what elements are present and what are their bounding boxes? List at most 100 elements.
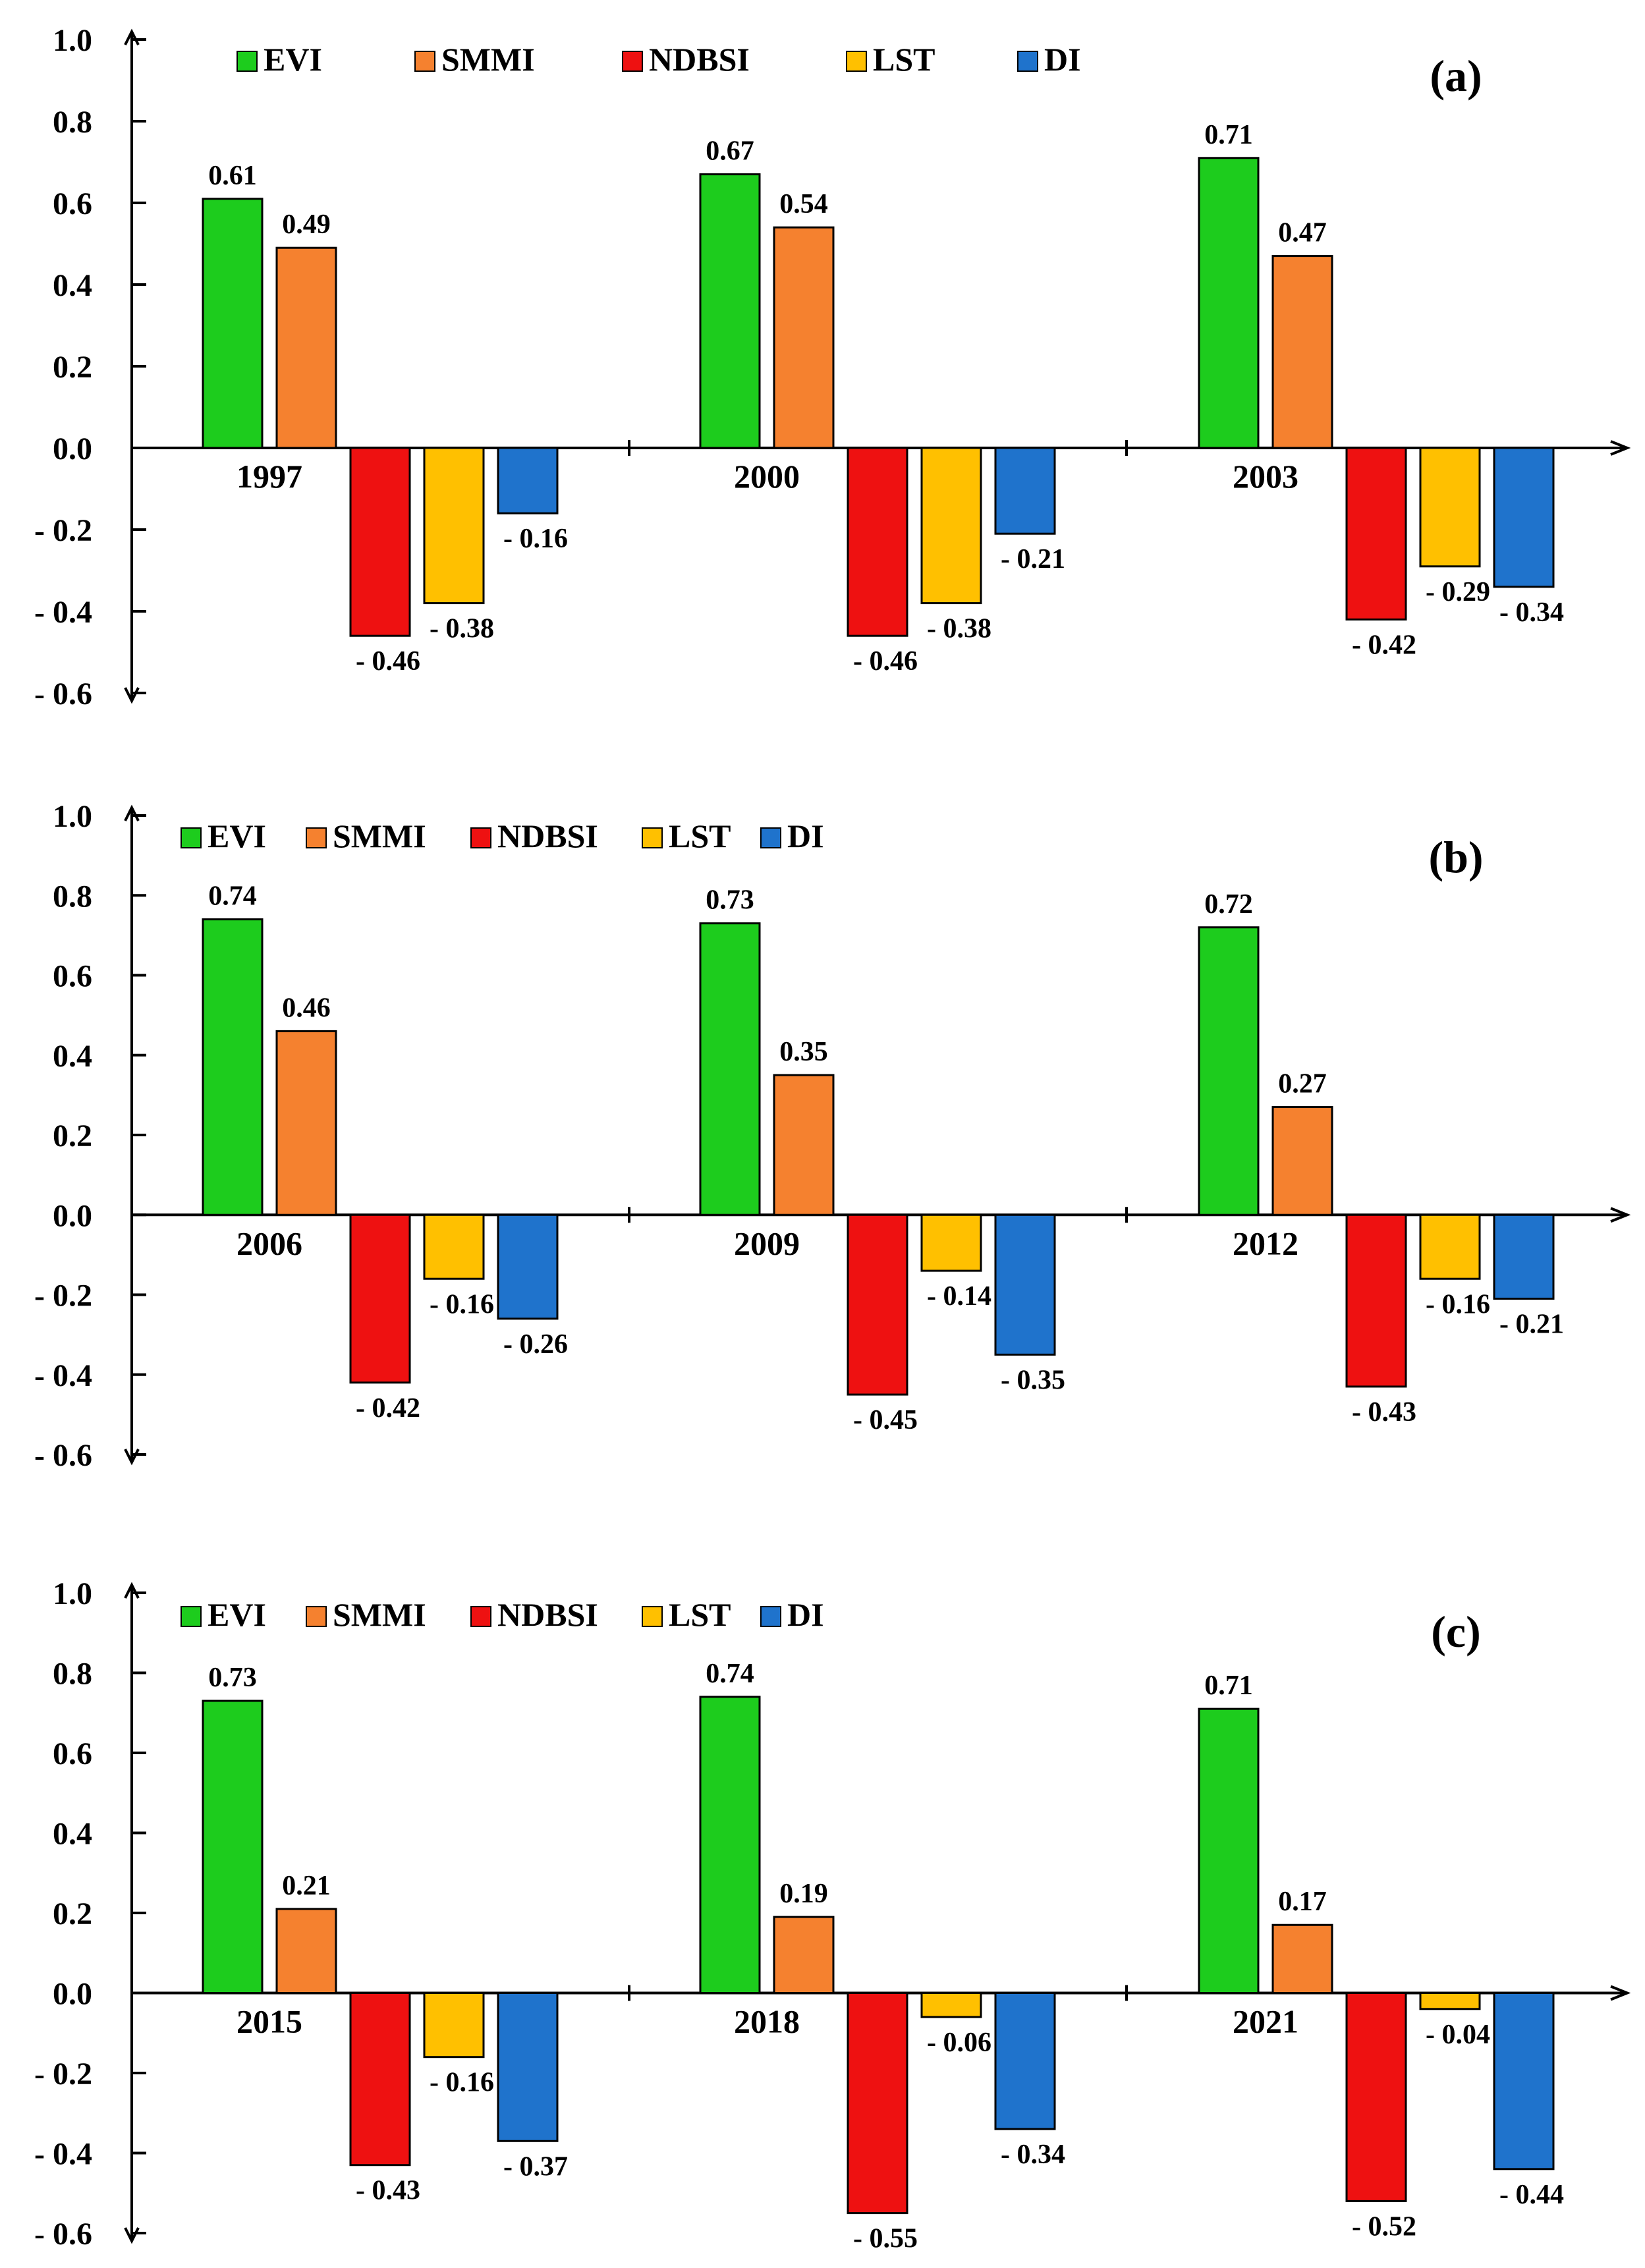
bar-evi-2021 [1198, 1707, 1260, 1995]
bar-evi-2015 [202, 1700, 264, 1994]
bar-smmi-2006 [275, 1030, 337, 1216]
x-axis-arrow [1610, 440, 1631, 456]
y-tick-label: - 0.4 [34, 1358, 92, 1393]
category-label: 1997 [237, 458, 302, 495]
y-tick-label: - 0.4 [34, 2137, 92, 2172]
data-label: - 0.43 [1352, 1397, 1416, 1427]
data-label: - 0.16 [430, 1289, 494, 1319]
data-label: - 0.29 [1426, 577, 1490, 607]
data-label: 0.72 [1204, 889, 1253, 920]
bar-ndbsi-2018 [847, 1992, 908, 2215]
data-label: 0.71 [1204, 120, 1253, 150]
bar-smmi-2018 [773, 1916, 835, 1994]
y-tick-label: 0.2 [53, 1119, 92, 1153]
bar-di-2018 [994, 1992, 1056, 2130]
data-label: 0.21 [282, 1871, 331, 1901]
bar-ndbsi-1997 [349, 447, 411, 637]
y-tick-label: - 0.2 [34, 513, 92, 548]
legend-label-evi: EVI [208, 817, 266, 854]
legend-label-ndbsi: NDBSI [497, 1596, 598, 1633]
data-label: - 0.04 [1426, 2020, 1490, 2050]
data-label: - 0.46 [356, 646, 420, 677]
x-axis-arrow [1610, 1207, 1631, 1223]
y-tick-label: - 0.4 [34, 595, 92, 630]
data-label: 0.47 [1278, 218, 1327, 248]
legend-swatch-smmi [414, 51, 435, 72]
legend-label-di: DI [1044, 41, 1081, 78]
y-tick-label: 0.6 [53, 186, 92, 221]
data-label: 0.17 [1278, 1887, 1327, 1917]
bar-ndbsi-2021 [1345, 1992, 1407, 2202]
data-label: - 0.16 [1426, 1289, 1490, 1319]
data-label: 0.67 [706, 136, 754, 167]
legend-label-evi: EVI [264, 41, 322, 78]
bar-smmi-2021 [1271, 1923, 1333, 1995]
legend-label-di: DI [787, 817, 824, 854]
bar-di-1997 [497, 447, 559, 514]
bar-di-2012 [1493, 1213, 1555, 1300]
y-tick-label: 0.0 [53, 431, 92, 466]
y-tick-label: 0.2 [53, 1896, 92, 1931]
legend-swatch-smmi [306, 1606, 327, 1627]
data-label: 0.27 [1278, 1069, 1327, 1099]
data-label: - 0.21 [1499, 1310, 1564, 1340]
bar-ndbsi-2015 [349, 1992, 411, 2167]
bar-evi-2018 [699, 1696, 761, 1994]
bar-ndbsi-2000 [847, 447, 908, 637]
legend-swatch-ndbsi [470, 1606, 491, 1627]
bar-evi-1997 [202, 198, 264, 449]
legend-label-ndbsi: NDBSI [497, 817, 598, 854]
data-label: - 0.43 [356, 2176, 420, 2206]
data-label: - 0.55 [853, 2224, 918, 2254]
category-label: 2015 [237, 2003, 302, 2040]
legend-label-lst: LST [669, 817, 731, 854]
chart-panel-2: 1.0 0.8 0.6 0.4 0.2 0.0 - 0.2 - 0.4 - 0.6 0.74 0.4… [34, 799, 1631, 1473]
bar-smmi-2003 [1271, 255, 1333, 449]
data-label: - 0.37 [503, 2151, 568, 2182]
legend-label-evi: EVI [208, 1596, 266, 1633]
y-tick-label: - 0.2 [34, 2057, 92, 2091]
y-tick-label: 0.0 [53, 1198, 92, 1233]
data-label: 0.74 [706, 1659, 754, 1689]
y-tick-label: 0.6 [53, 959, 92, 994]
bar-lst-2000 [920, 447, 982, 605]
data-label: - 0.52 [1352, 2211, 1416, 2242]
data-label: - 0.46 [853, 646, 918, 677]
category-label: 2018 [734, 2003, 800, 2040]
data-label: - 0.21 [1001, 544, 1065, 574]
data-label: - 0.45 [853, 1405, 918, 1435]
legend-label-ndbsi: NDBSI [649, 41, 750, 78]
chart-panel-1: 1.0 0.8 0.6 0.4 0.2 0.0 - 0.2 - 0.4 - 0.6 0.61 0.4… [34, 23, 1631, 711]
panel-label: (b) [1428, 832, 1483, 882]
legend-label-smmi: SMMI [333, 817, 426, 854]
data-label: - 0.16 [503, 524, 568, 554]
legend-swatch-lst [642, 827, 663, 848]
legend-swatch-ndbsi [622, 51, 643, 72]
y-tick-label: 1.0 [53, 799, 92, 834]
y-tick-label: - 0.6 [34, 1438, 92, 1473]
y-tick-label: 0.0 [53, 1977, 92, 2012]
bar-lst-2009 [920, 1213, 982, 1272]
bar-ndbsi-2009 [847, 1213, 908, 1396]
category-label: 2021 [1233, 2003, 1298, 2040]
legend-label-smmi: SMMI [333, 1596, 426, 1633]
y-tick-label: 0.6 [53, 1736, 92, 1771]
bar-smmi-1997 [275, 246, 337, 449]
category-label: 2003 [1233, 458, 1298, 495]
data-label: - 0.35 [1001, 1365, 1065, 1395]
y-tick-label: 0.8 [53, 105, 92, 140]
y-tick-label: 0.4 [53, 1817, 92, 1852]
data-label: 0.73 [208, 1663, 257, 1693]
data-label: 0.49 [282, 209, 331, 240]
bar-evi-2012 [1198, 926, 1260, 1216]
bar-di-2003 [1493, 447, 1555, 588]
y-tick-label: - 0.6 [34, 677, 92, 711]
data-label: 0.74 [208, 881, 257, 912]
data-label: - 0.38 [927, 614, 991, 644]
legend-swatch-evi [237, 51, 258, 72]
bar-smmi-2012 [1271, 1106, 1333, 1216]
category-label: 2009 [734, 1225, 800, 1261]
y-tick-label: - 0.6 [34, 2217, 92, 2252]
bar-smmi-2009 [773, 1074, 835, 1216]
